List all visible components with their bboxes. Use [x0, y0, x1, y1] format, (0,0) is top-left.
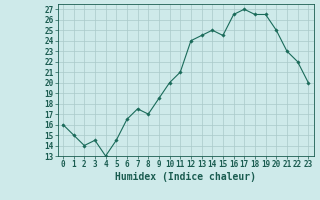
- X-axis label: Humidex (Indice chaleur): Humidex (Indice chaleur): [115, 172, 256, 182]
